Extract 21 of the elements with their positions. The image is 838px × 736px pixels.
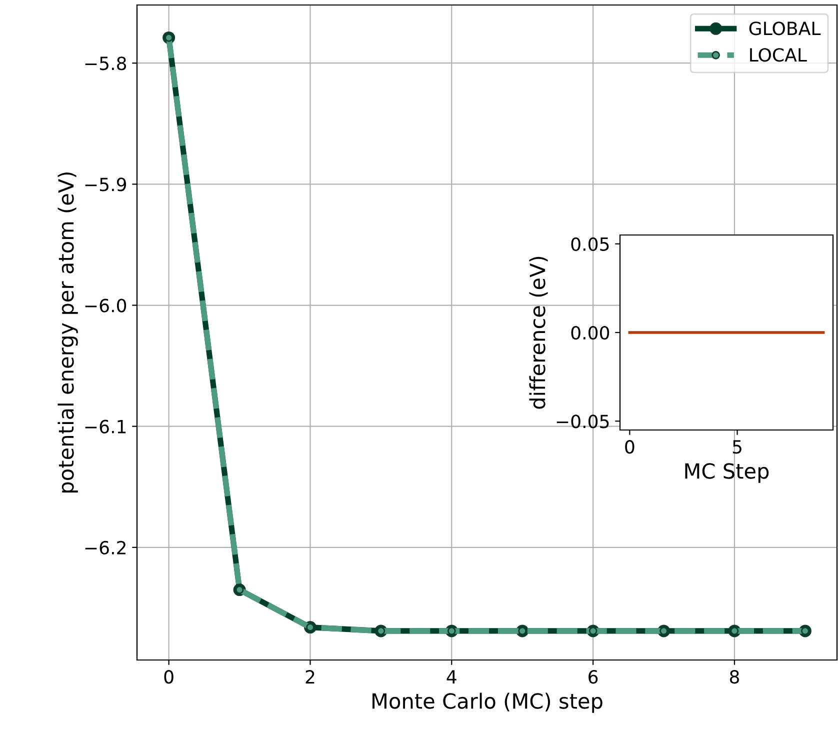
x-axis-title: MC Step — [685, 463, 769, 483]
y-tick-label: −0.05 — [556, 414, 609, 428]
legend-label: GLOBAL — [749, 22, 821, 36]
y-tick-label: 0.05 — [571, 237, 609, 251]
x-axis-title: Monte Carlo (MC) step — [372, 692, 602, 713]
y-tick-label: −6.0 — [85, 298, 126, 312]
x-tick-label: 8 — [730, 670, 739, 684]
x-tick-label: 2 — [306, 670, 314, 684]
y-axis-title: potential energy per atom (eV) — [58, 172, 78, 492]
legend-label: LOCAL — [750, 48, 807, 62]
x-tick-label: 4 — [446, 670, 456, 684]
x-tick-label: 6 — [588, 670, 598, 684]
x-tick-label: 5 — [732, 440, 742, 454]
x-tick-label: 0 — [164, 670, 174, 684]
y-tick-label: −6.2 — [85, 540, 126, 555]
y-axis-title: difference (eV) — [529, 256, 548, 409]
y-tick-label: −5.8 — [85, 56, 126, 70]
y-tick-label: 0.00 — [571, 326, 610, 340]
x-tick-label: 0 — [625, 440, 634, 454]
y-tick-label: −6.1 — [85, 420, 126, 434]
y-tick-label: −5.9 — [85, 178, 126, 192]
